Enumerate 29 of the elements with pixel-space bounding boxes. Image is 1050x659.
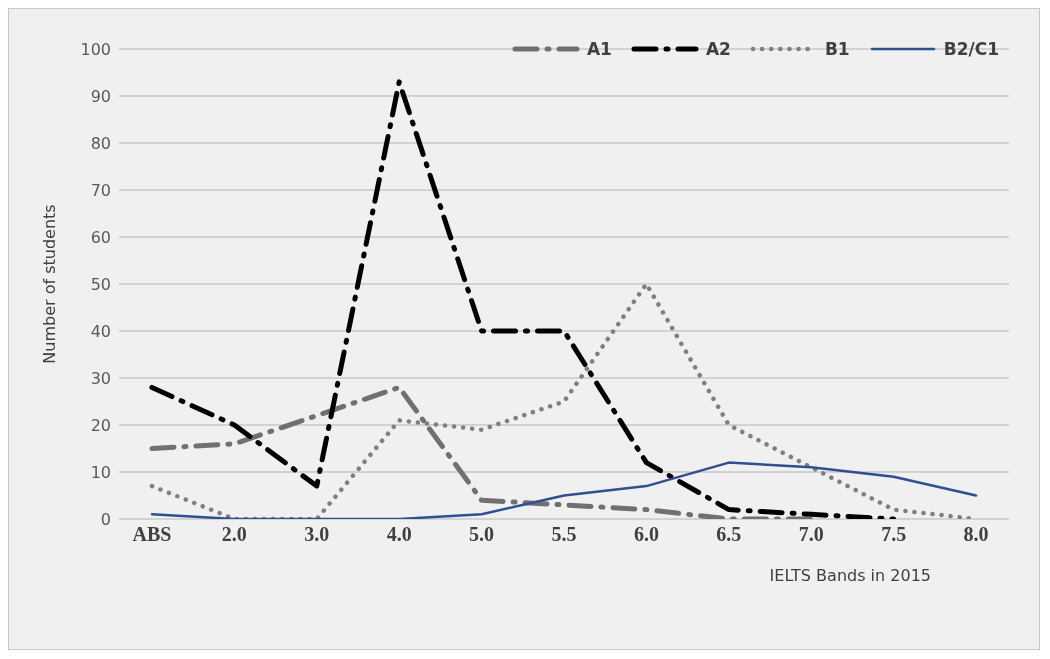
x-tick-label: 5.5: [551, 523, 577, 546]
line-series: [150, 461, 978, 519]
y-tick-label: 20: [90, 415, 111, 435]
x-tick-label: 4.0: [386, 523, 412, 546]
y-axis-title: Number of students: [39, 204, 59, 364]
x-tick-label: 8.0: [963, 523, 989, 546]
x-axis-title: IELTS Bands in 2015: [769, 566, 931, 585]
legend-label: B1: [823, 39, 850, 59]
y-tick-label: 50: [90, 274, 111, 294]
y-tick-label: 30: [90, 368, 111, 388]
y-tick-label: 100: [80, 39, 111, 59]
y-tick-label: 10: [90, 462, 111, 482]
y-tick-label: 80: [90, 133, 111, 153]
legend-label: A2: [704, 39, 731, 59]
y-tick-label: 60: [90, 227, 111, 247]
x-tick-label: 5.0: [469, 523, 495, 546]
legend-label: B2/C1: [942, 39, 999, 59]
y-tick-label: 40: [90, 321, 111, 341]
x-tick-label: 2.0: [221, 523, 247, 546]
legend-label: A1: [585, 39, 612, 59]
y-tick-label: 0: [100, 509, 111, 529]
x-tick-label: 7.0: [798, 523, 824, 546]
x-tick-label: 3.0: [304, 523, 330, 546]
x-tick-label: 6.5: [716, 523, 742, 546]
x-tick-label: 7.5: [881, 523, 907, 546]
y-tick-label: 90: [90, 86, 111, 106]
y-tick-label: 70: [90, 180, 111, 200]
x-tick-label: 6.0: [633, 523, 659, 546]
x-tick-label: ABS: [132, 523, 172, 546]
